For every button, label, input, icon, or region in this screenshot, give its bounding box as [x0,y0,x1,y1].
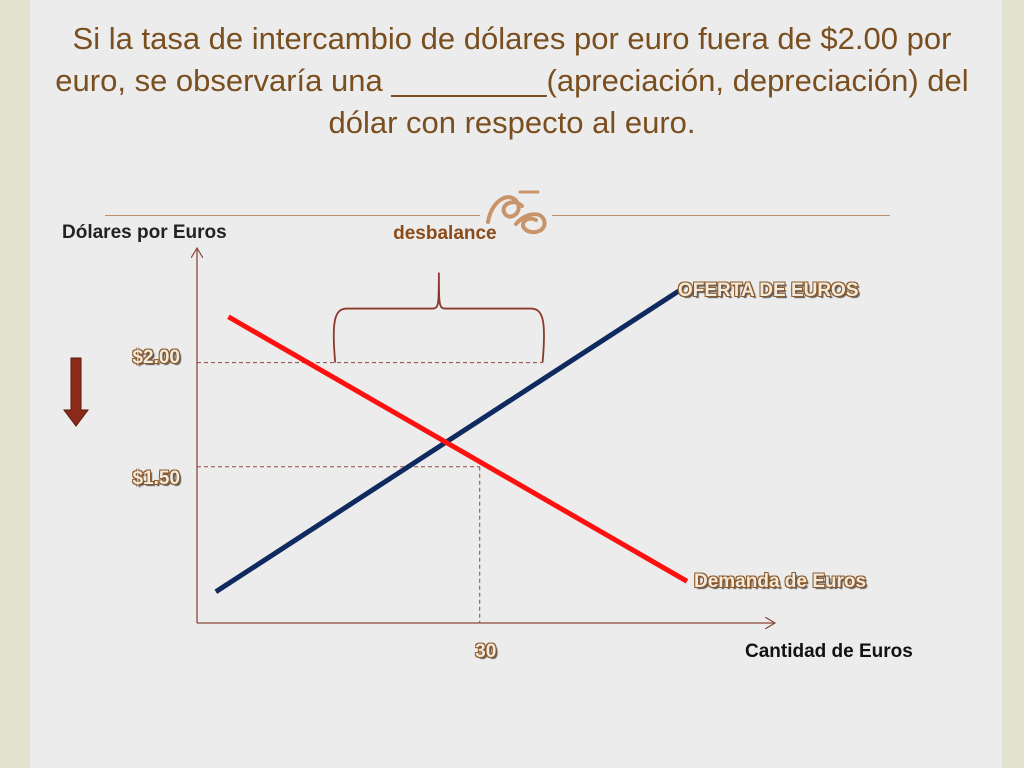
title-divider-left [105,215,480,216]
slide-title: Si la tasa de intercambio de dólares por… [55,21,969,140]
y-axis-title: Dólares por Euros [62,222,227,243]
title-divider-right [552,215,890,216]
desbalance-label: desbalance [393,222,497,244]
supply-series-label: OFERTA DE EUROS [678,279,859,301]
supply-line [214,287,683,594]
price-label-2-00: $2.00 [132,346,180,368]
slide-panel [30,0,1002,768]
x-axis-title: Cantidad de Euros [745,641,913,662]
desbalance-bracket [332,272,545,363]
demand-series-label: Demanda de Euros [694,571,867,593]
scroll-ornament-icon [486,190,547,235]
demand-line [227,314,689,584]
x-tick-label-30: 30 [475,641,497,662]
price-down-arrow-icon [63,357,89,427]
price-label-1-50: $1.50 [132,467,180,489]
